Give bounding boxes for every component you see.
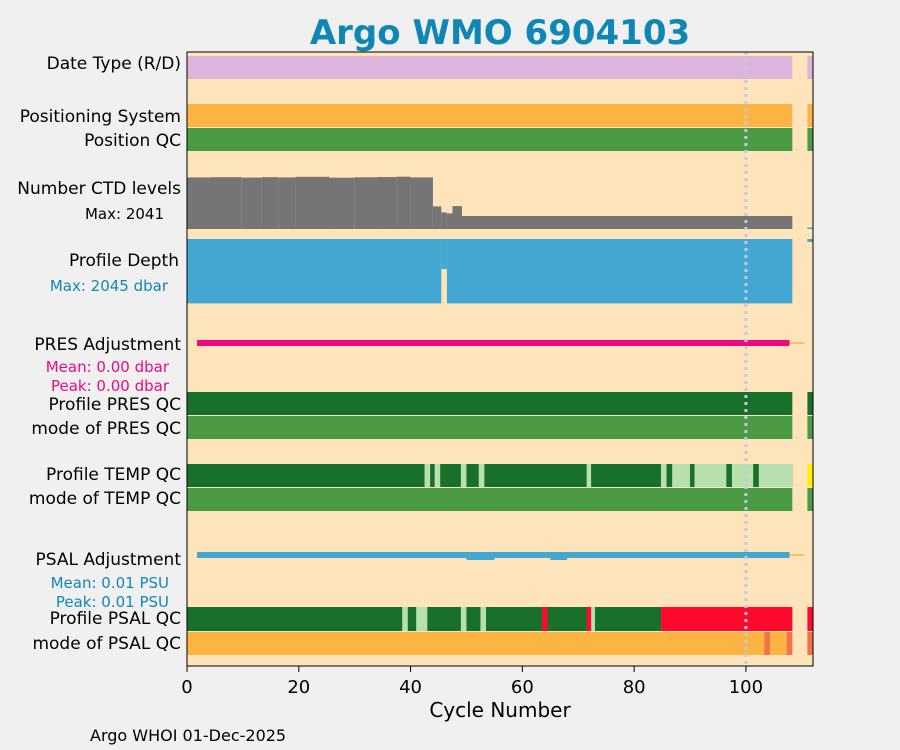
row-2-bar-0 <box>187 128 793 151</box>
ctd-bar-12 <box>441 212 447 229</box>
row-7-flag-1-2 <box>660 607 793 631</box>
row-5-flag-1-0 <box>807 464 813 487</box>
row-label-7: Profile PSAL QC <box>50 609 181 629</box>
row-5-flag-0-8 <box>731 464 754 487</box>
pres_adjustment-bar <box>197 340 790 346</box>
ctd-bar-14 <box>452 206 462 229</box>
row-label-6: mode of TEMP QC <box>29 489 181 509</box>
row-5-flag-0-1 <box>434 464 441 487</box>
row-0-bar-1 <box>807 56 813 79</box>
row-6-bar-0 <box>187 488 793 511</box>
depth-bar-gap-top <box>441 239 447 269</box>
x-tick-label-0: 0 <box>181 677 192 698</box>
pres_adjustment-label: PRES Adjustment <box>34 335 181 355</box>
row-8-flag-0-0 <box>764 632 770 655</box>
row-5-flag-0-0 <box>424 464 431 487</box>
row-7-flag-1-3 <box>807 607 813 631</box>
row-7-flag-0-2 <box>460 607 467 631</box>
row-label-5: Profile TEMP QC <box>46 465 181 485</box>
row-4-bar-1 <box>807 416 813 439</box>
row-5-flag-0-5 <box>660 464 667 487</box>
row-3-bar-1 <box>807 392 813 415</box>
ctd-bar-10 <box>410 177 433 229</box>
row-4-bar-0 <box>187 416 793 439</box>
psal-adj-wiggle-1 <box>349 552 378 554</box>
pres_adjustment-mean: Mean: 0.00 dbar <box>46 358 170 376</box>
ctd-bar-2 <box>241 177 262 229</box>
x-axis: 0 20 40 60 80 100 <box>181 666 763 698</box>
plot-panel <box>187 52 813 666</box>
row-8-bar-0 <box>187 632 793 655</box>
ctd-bar-13 <box>446 213 453 229</box>
psal_adjustment-peak: Peak: 0.01 PSU <box>56 593 169 611</box>
row-1-bar-1 <box>807 104 813 127</box>
row-label-4: mode of PRES QC <box>31 419 181 439</box>
ctd-bar-4 <box>278 177 296 229</box>
row-label-2: Position QC <box>84 131 181 151</box>
row-6-bar-1 <box>807 488 813 511</box>
footer-credit: Argo WHOI 01-Dec-2025 <box>90 726 286 745</box>
ctd-bar-11 <box>432 206 442 229</box>
row-label-3: Profile PRES QC <box>48 395 181 415</box>
row-5-flag-0-4 <box>586 464 592 487</box>
row-7-flag-1-1 <box>586 607 592 631</box>
row-8-flag-0-1 <box>786 632 793 655</box>
row-labels: Date Type (R/D) Positioning System Positio… <box>17 54 181 654</box>
row-5-flag-0-9 <box>758 464 793 487</box>
depth-bar-0 <box>187 239 442 304</box>
psal_adjustment-mean: Mean: 0.01 PSU <box>51 574 169 592</box>
ctd-bar-8 <box>377 177 397 229</box>
depth-bar-after-gap <box>807 239 813 242</box>
row-8-flag-0-2 <box>807 632 813 655</box>
row-5-flag-0-6 <box>672 464 691 487</box>
psal-adj-wiggle-2 <box>466 558 495 560</box>
ctd-max: Max: 2041 <box>85 205 164 223</box>
ctd-bar-5 <box>295 176 330 229</box>
row-7-flag-0-3 <box>480 607 487 631</box>
psal_adjustment-bar <box>197 552 790 558</box>
row-5-flag-0-7 <box>694 464 727 487</box>
x-axis-label: Cycle Number <box>429 698 571 722</box>
row-7-flag-1-0 <box>541 607 548 631</box>
depth-label: Profile Depth <box>69 251 179 271</box>
row-5-flag-0-2 <box>460 464 467 487</box>
depth-bar-1 <box>446 239 793 304</box>
ctd-bar-after-gap <box>807 227 813 229</box>
chart-marks <box>187 52 813 666</box>
pres_adjustment-peak: Peak: 0.00 dbar <box>51 377 170 395</box>
psal_adjustment-label: PSAL Adjustment <box>36 550 182 570</box>
row-0-bar-0 <box>187 56 793 79</box>
depth-max: Max: 2045 dbar <box>50 277 169 295</box>
ctd-bar-1 <box>210 177 242 229</box>
ctd-bar-6 <box>329 177 355 229</box>
row-7-flag-0-4 <box>591 607 596 631</box>
row-label-8: mode of PSAL QC <box>32 634 181 654</box>
row-5-flag-0-3 <box>478 464 485 487</box>
psal-adj-wiggle-0 <box>242 552 266 554</box>
chart-title: Argo WMO 6904103 <box>310 13 690 53</box>
row-7-flag-0-0 <box>402 607 408 631</box>
row-2-bar-1 <box>807 128 813 151</box>
ctd-bar-0 <box>187 177 211 229</box>
row-1-bar-0 <box>187 104 793 127</box>
row-5-bar-0 <box>187 464 793 487</box>
row-label-0: Date Type (R/D) <box>47 54 181 74</box>
ctd-bar-9 <box>396 176 411 229</box>
ctd-bar-7 <box>354 177 378 229</box>
x-tick-label-5: 100 <box>729 677 763 698</box>
x-tick-label-4: 80 <box>623 677 646 698</box>
plot-frame <box>186 51 814 667</box>
ctd-bar-15 <box>461 216 793 229</box>
row-label-1: Positioning System <box>20 107 181 127</box>
x-tick-label-3: 60 <box>511 677 534 698</box>
ctd-label: Number CTD levels <box>17 179 181 199</box>
row-7-flag-0-1 <box>416 607 428 631</box>
ctd-bar-3 <box>261 177 279 229</box>
x-tick-label-2: 40 <box>399 677 422 698</box>
row-3-bar-0 <box>187 392 793 415</box>
x-tick-label-1: 20 <box>287 677 310 698</box>
psal-adj-wiggle-3 <box>550 558 568 560</box>
